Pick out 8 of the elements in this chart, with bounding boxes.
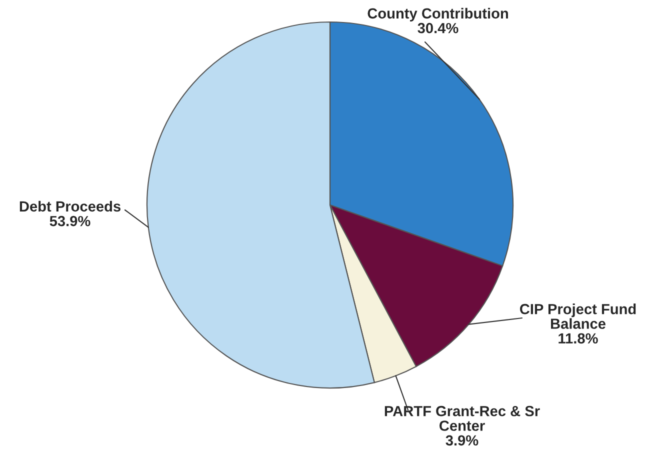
slice-label: PARTF Grant-Rec & Sr Center: [384, 406, 540, 431]
slice-label: Debt Proceeds: [20, 200, 120, 212]
data-label: 11.8%: [558, 333, 598, 344]
data-label: 53.9%: [50, 216, 90, 226]
slice-label: County Contribution: [368, 8, 508, 22]
data-label: 3.9%: [446, 435, 478, 446]
data-label: 30.4%: [418, 22, 458, 34]
slice-label: CIP Project Fund Balance: [520, 304, 636, 329]
